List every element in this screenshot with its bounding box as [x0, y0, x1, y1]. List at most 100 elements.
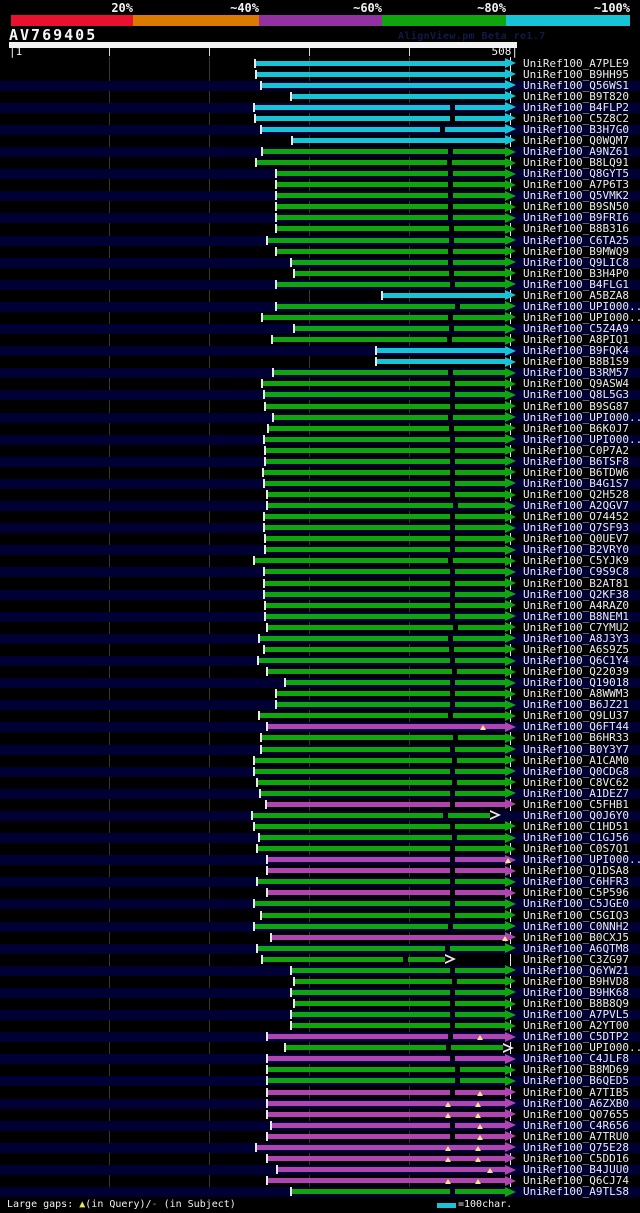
hit-label[interactable]: UniRef100_Q6CJ74	[523, 1174, 629, 1188]
hit-label[interactable]: UniRef100_C9S9C8	[523, 565, 629, 579]
alignment-bar[interactable]	[257, 1144, 505, 1150]
hit-label[interactable]: UniRef100_A8PIQ1	[523, 333, 629, 347]
alignment-bar[interactable]	[377, 348, 505, 354]
alignment-bar[interactable]	[258, 945, 505, 951]
alignment-bar[interactable]	[257, 160, 505, 166]
hit-label[interactable]: UniRef100_B9HH95	[523, 67, 629, 81]
alignment-bar[interactable]	[266, 403, 505, 409]
hit-label[interactable]: UniRef100_B0CXJ5	[523, 930, 629, 944]
hit-label[interactable]: UniRef100_A6S9Z5	[523, 642, 629, 656]
hit-label[interactable]: UniRef100_B0Y3Y7	[523, 742, 629, 756]
hit-label[interactable]: UniRef100_B4FLP2	[523, 100, 629, 114]
alignment-bar[interactable]	[268, 1111, 505, 1117]
alignment-bar[interactable]	[286, 680, 505, 686]
alignment-bar[interactable]	[260, 635, 505, 641]
hit-label[interactable]: UniRef100_A7P6T3	[523, 178, 629, 192]
hit-label[interactable]: UniRef100_C4JLF8	[523, 1052, 629, 1066]
alignment-bar[interactable]	[262, 746, 505, 752]
hit-label[interactable]: UniRef100_B8B316	[523, 222, 629, 236]
hit-label[interactable]: UniRef100_B6JZ21	[523, 698, 629, 712]
alignment-bar[interactable]	[295, 1001, 505, 1007]
alignment-bar[interactable]	[258, 779, 505, 785]
alignment-bar[interactable]	[295, 270, 505, 276]
hit-label[interactable]: UniRef100_Q19018	[523, 676, 629, 690]
hit-label[interactable]: UniRef100_A7PVL5	[523, 1008, 629, 1022]
alignment-bar[interactable]	[256, 115, 505, 121]
alignment-bar[interactable]	[272, 1122, 505, 1128]
hit-label[interactable]: UniRef100_Q6YW21	[523, 963, 629, 977]
hit-label[interactable]: UniRef100_B6K0J7	[523, 421, 629, 435]
hit-label[interactable]: UniRef100_C5FHB1	[523, 797, 629, 811]
hit-label[interactable]: UniRef100_B9FRI6	[523, 211, 629, 225]
hit-label[interactable]: UniRef100_C5P596	[523, 886, 629, 900]
hit-label[interactable]: UniRef100_Q8GYT5	[523, 167, 629, 181]
hit-label[interactable]: UniRef100_Q0WQM7	[523, 133, 629, 147]
hit-label[interactable]: UniRef100_B4FLG1	[523, 277, 629, 291]
alignment-bar[interactable]	[268, 890, 505, 896]
hit-label[interactable]: UniRef100_Q6C1Y4	[523, 654, 629, 667]
hit-label[interactable]: UniRef100_C5DTP2	[523, 1030, 629, 1044]
alignment-bar[interactable]	[268, 868, 505, 874]
hit-label[interactable]: UniRef100_UPI000..	[523, 310, 640, 324]
alignment-bar[interactable]	[256, 60, 505, 66]
hit-label[interactable]: UniRef100_B9FQK4	[523, 344, 629, 358]
alignment-bar[interactable]	[255, 768, 505, 774]
hit-label[interactable]: UniRef100_Q2H528	[523, 488, 629, 502]
alignment-bar[interactable]	[278, 1167, 505, 1172]
hit-label[interactable]: UniRef100_A5BZA8	[523, 288, 629, 302]
hit-label[interactable]: UniRef100_A8WWM3	[523, 687, 629, 701]
alignment-bar[interactable]	[258, 846, 505, 852]
alignment-bar[interactable]	[277, 248, 505, 254]
alignment-bar[interactable]	[292, 93, 505, 99]
hit-label[interactable]: UniRef100_A2QGV7	[523, 499, 629, 513]
hit-label[interactable]: UniRef100_C5DD16	[523, 1151, 629, 1165]
hit-label[interactable]: UniRef100_B6HR33	[523, 731, 629, 745]
alignment-bar[interactable]	[268, 1100, 505, 1106]
alignment-bar[interactable]	[268, 1155, 505, 1161]
alignment-bar[interactable]	[268, 1178, 505, 1184]
alignment-bar[interactable]	[268, 237, 505, 243]
hit-label[interactable]: UniRef100_B6TDW6	[523, 465, 629, 479]
alignment-bar[interactable]	[268, 1133, 505, 1139]
alignment-bar[interactable]	[277, 281, 505, 287]
hit-label[interactable]: UniRef100_A9TLS8	[523, 1185, 629, 1199]
alignment-bar[interactable]	[268, 724, 505, 730]
alignment-bar[interactable]	[258, 879, 505, 885]
alignment-bar[interactable]	[277, 702, 505, 708]
hit-label[interactable]: UniRef100_C6HFR3	[523, 875, 629, 889]
alignment-bar[interactable]	[383, 292, 505, 298]
alignment-bar[interactable]	[295, 326, 505, 332]
alignment-bar[interactable]	[260, 835, 505, 841]
hit-label[interactable]: UniRef100_UPI000..	[523, 1041, 640, 1055]
hit-label[interactable]: UniRef100_Q07655	[523, 1107, 629, 1121]
hit-label[interactable]: UniRef100_B6QED5	[523, 1074, 629, 1088]
alignment-bar[interactable]	[266, 536, 505, 542]
alignment-bar[interactable]	[266, 447, 505, 453]
hit-label[interactable]: UniRef100_C5Z4A9	[523, 322, 629, 336]
alignment-bar[interactable]	[292, 1023, 505, 1029]
hit-label[interactable]: UniRef100_C1HD51	[523, 819, 629, 833]
alignment-bar[interactable]	[255, 901, 505, 907]
hit-label[interactable]: UniRef100_A7TIB5	[523, 1085, 629, 1099]
hit-label[interactable]: UniRef100_C7YMU2	[523, 620, 629, 634]
hit-label[interactable]: UniRef100_B8B1S9	[523, 355, 629, 369]
alignment-bar[interactable]	[264, 469, 505, 475]
hit-label[interactable]: UniRef100_C4R656	[523, 1118, 629, 1132]
alignment-bar[interactable]	[272, 934, 505, 940]
alignment-bar[interactable]	[266, 602, 505, 608]
alignment-bar[interactable]	[277, 303, 505, 309]
alignment-bar[interactable]	[277, 226, 505, 232]
alignment-bar[interactable]	[265, 525, 505, 531]
hit-label[interactable]: UniRef100_B9T820	[523, 89, 629, 103]
alignment-bar[interactable]	[292, 1189, 505, 1195]
alignment-bar[interactable]	[265, 480, 505, 486]
alignment-bar[interactable]	[255, 757, 505, 763]
hit-label[interactable]: UniRef100_B3H4P0	[523, 266, 629, 280]
alignment-bar[interactable]	[259, 658, 505, 663]
hit-label[interactable]: UniRef100_B9SN50	[523, 200, 629, 214]
alignment-bar[interactable]	[377, 359, 505, 365]
alignment-bar[interactable]	[263, 381, 505, 387]
alignment-bar[interactable]	[267, 801, 505, 807]
alignment-bar[interactable]	[268, 1089, 505, 1095]
alignment-bar[interactable]	[292, 259, 505, 265]
